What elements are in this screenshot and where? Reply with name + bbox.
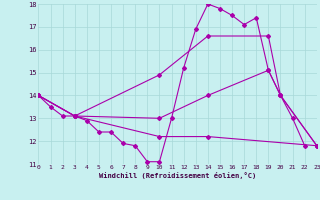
X-axis label: Windchill (Refroidissement éolien,°C): Windchill (Refroidissement éolien,°C) xyxy=(99,172,256,179)
